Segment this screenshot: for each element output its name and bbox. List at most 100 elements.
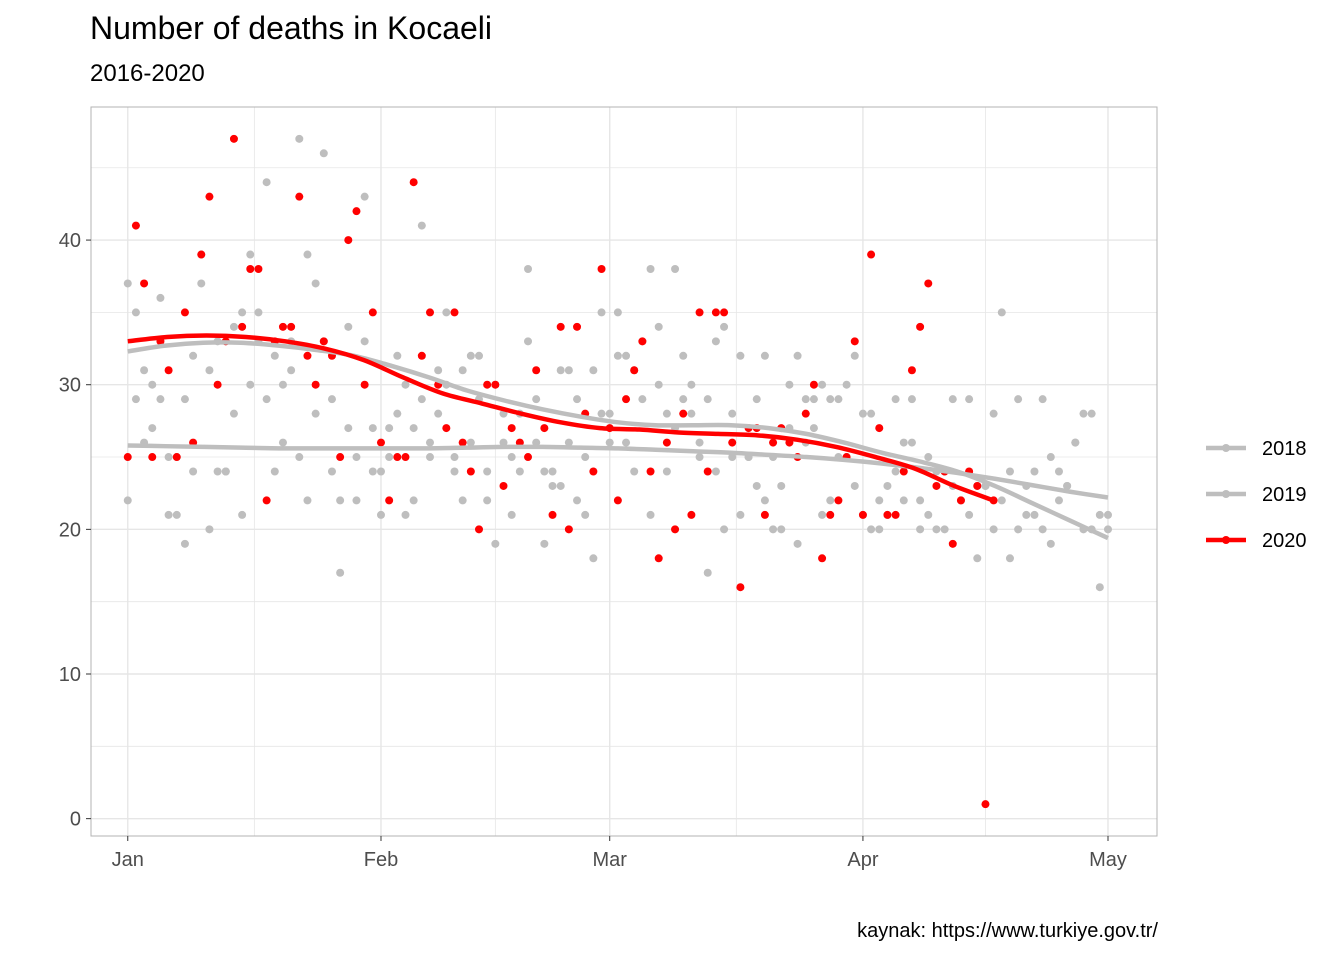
point-2018 bbox=[679, 395, 688, 404]
point-2019 bbox=[417, 395, 426, 404]
point-2020 bbox=[131, 221, 140, 230]
point-2019 bbox=[491, 539, 500, 548]
point-2019 bbox=[997, 496, 1006, 505]
point-2019 bbox=[164, 510, 173, 519]
point-2018 bbox=[327, 395, 336, 404]
point-2018 bbox=[867, 525, 876, 534]
point-2020 bbox=[867, 250, 876, 259]
y-tick-label: 30 bbox=[59, 375, 81, 397]
point-2020 bbox=[973, 481, 982, 490]
point-2020 bbox=[834, 496, 843, 505]
legend-key-point bbox=[1222, 536, 1230, 544]
point-2020 bbox=[932, 481, 941, 490]
point-2019 bbox=[458, 496, 467, 505]
point-2020 bbox=[646, 467, 655, 476]
point-2018 bbox=[769, 525, 778, 534]
point-2018 bbox=[376, 510, 385, 519]
point-2019 bbox=[360, 192, 369, 201]
point-2018 bbox=[818, 510, 827, 519]
point-2018 bbox=[434, 366, 443, 375]
point-2019 bbox=[425, 453, 434, 462]
point-2018 bbox=[287, 366, 296, 375]
point-2018 bbox=[662, 409, 671, 418]
point-2020 bbox=[899, 467, 908, 476]
point-2018 bbox=[605, 438, 614, 447]
point-2019 bbox=[622, 351, 631, 360]
point-2020 bbox=[442, 424, 451, 433]
point-2019 bbox=[646, 265, 655, 273]
point-2019 bbox=[262, 395, 271, 404]
legend-label-2020: 2020 bbox=[1262, 530, 1307, 552]
point-2019 bbox=[1103, 525, 1112, 534]
point-2020 bbox=[336, 453, 345, 462]
point-2019 bbox=[156, 395, 165, 404]
point-2018 bbox=[826, 395, 835, 404]
point-2018 bbox=[597, 308, 606, 317]
point-2018 bbox=[205, 366, 214, 375]
point-2018 bbox=[613, 351, 622, 360]
point-2020 bbox=[826, 510, 835, 519]
point-2018 bbox=[793, 539, 802, 548]
point-2018 bbox=[736, 351, 745, 360]
point-2019 bbox=[1030, 467, 1039, 476]
point-2019 bbox=[687, 380, 696, 389]
point-2019 bbox=[760, 496, 769, 505]
point-2020 bbox=[891, 510, 900, 519]
point-2020 bbox=[573, 322, 582, 331]
point-2018 bbox=[295, 134, 304, 143]
point-2020 bbox=[597, 265, 606, 273]
point-2019 bbox=[1054, 496, 1063, 505]
point-2018 bbox=[973, 554, 982, 563]
chart-title: Number of deaths in Kocaeli bbox=[90, 10, 492, 46]
point-2020 bbox=[450, 308, 459, 317]
point-2020 bbox=[466, 467, 475, 476]
point-2018 bbox=[172, 510, 181, 519]
point-2018 bbox=[507, 510, 516, 519]
point-2019 bbox=[695, 438, 704, 447]
legend-label-2019: 2019 bbox=[1262, 484, 1307, 506]
point-2020 bbox=[360, 380, 369, 389]
point-2018 bbox=[401, 510, 410, 519]
point-2019 bbox=[581, 510, 590, 519]
point-2020 bbox=[524, 453, 533, 462]
point-2019 bbox=[352, 496, 361, 505]
point-2020 bbox=[180, 308, 189, 317]
point-2019 bbox=[777, 481, 786, 490]
point-2019 bbox=[1063, 481, 1072, 490]
point-2020 bbox=[687, 510, 696, 519]
point-2018 bbox=[875, 496, 884, 505]
point-2018 bbox=[189, 351, 198, 360]
point-2019 bbox=[246, 250, 255, 259]
point-2020 bbox=[140, 279, 149, 288]
point-2018 bbox=[466, 351, 475, 360]
y-tick-label: 0 bbox=[70, 809, 81, 831]
point-2018 bbox=[123, 279, 132, 288]
point-2019 bbox=[205, 525, 214, 534]
point-2019 bbox=[409, 424, 418, 433]
point-2019 bbox=[401, 380, 410, 389]
point-2018 bbox=[989, 409, 998, 418]
point-2018 bbox=[278, 438, 287, 447]
point-2018 bbox=[1095, 583, 1104, 592]
point-2018 bbox=[524, 337, 533, 346]
point-2020 bbox=[703, 467, 712, 476]
point-2018 bbox=[948, 395, 957, 404]
point-2020 bbox=[507, 424, 516, 433]
point-2019 bbox=[499, 438, 508, 447]
panel-border bbox=[90, 106, 1158, 837]
point-2020 bbox=[858, 510, 867, 519]
point-2019 bbox=[278, 380, 287, 389]
point-2019 bbox=[834, 395, 843, 404]
x-tick-label: Feb bbox=[364, 849, 398, 871]
point-2020 bbox=[287, 322, 296, 331]
point-2018 bbox=[720, 322, 729, 331]
point-2018 bbox=[891, 467, 900, 476]
point-2018 bbox=[385, 453, 394, 462]
point-2019 bbox=[1038, 525, 1047, 534]
x-tick-label: May bbox=[1089, 849, 1127, 871]
point-2019 bbox=[189, 467, 198, 476]
point-2020 bbox=[164, 366, 173, 375]
point-2018 bbox=[156, 293, 165, 302]
point-2019 bbox=[924, 510, 933, 519]
point-2020 bbox=[589, 467, 598, 476]
